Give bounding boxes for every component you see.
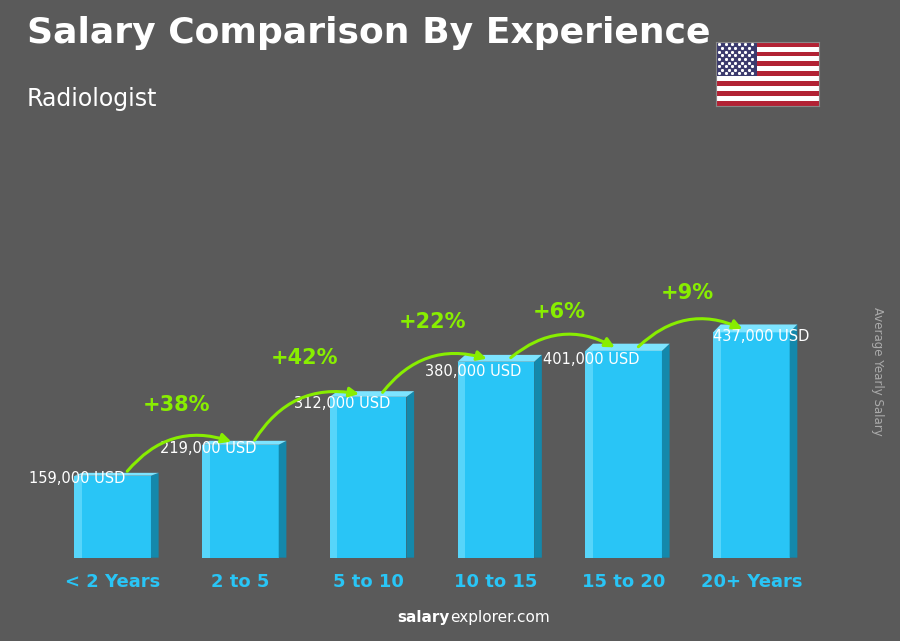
Text: +22%: +22% [399,312,466,333]
Bar [716,66,819,71]
Bar [716,42,757,76]
Text: +6%: +6% [533,302,586,322]
Polygon shape [585,351,593,558]
Text: Salary Comparison By Experience: Salary Comparison By Experience [27,16,710,50]
Polygon shape [75,473,158,476]
Bar [716,42,819,47]
Polygon shape [279,441,286,558]
Text: salary: salary [398,610,450,625]
Polygon shape [151,473,158,558]
FancyArrowPatch shape [255,388,356,440]
FancyArrowPatch shape [127,435,228,471]
Text: +38%: +38% [143,395,211,415]
Bar [716,101,819,106]
Polygon shape [789,324,797,558]
Polygon shape [585,351,662,558]
Polygon shape [713,332,721,558]
Text: 219,000 USD: 219,000 USD [160,441,256,456]
Text: 380,000 USD: 380,000 USD [425,364,521,379]
Text: explorer.com: explorer.com [450,610,550,625]
Bar [716,76,819,81]
Text: 401,000 USD: 401,000 USD [544,353,640,367]
Text: Radiologist: Radiologist [27,87,158,110]
Text: 10 to 15: 10 to 15 [454,574,537,592]
Bar [716,81,819,86]
Polygon shape [585,344,670,351]
Bar [716,62,819,66]
Bar [716,51,819,56]
Text: 5 to 10: 5 to 10 [333,574,403,592]
Text: 2 to 5: 2 to 5 [212,574,270,592]
Bar [716,86,819,91]
Polygon shape [407,391,414,558]
Text: +9%: +9% [661,283,714,303]
FancyArrowPatch shape [382,352,483,392]
Polygon shape [202,445,210,558]
Text: 437,000 USD: 437,000 USD [714,329,810,344]
Polygon shape [202,445,279,558]
Polygon shape [457,362,465,558]
Bar [716,71,819,76]
Bar [716,47,819,51]
Polygon shape [457,355,542,362]
Polygon shape [713,332,789,558]
Text: < 2 Years: < 2 Years [65,574,160,592]
Polygon shape [662,344,670,558]
Polygon shape [329,397,338,558]
Polygon shape [329,391,414,397]
Text: Average Yearly Salary: Average Yearly Salary [871,308,884,436]
Polygon shape [713,324,797,332]
Text: 15 to 20: 15 to 20 [582,574,665,592]
Bar [716,96,819,101]
Polygon shape [202,441,286,445]
FancyArrowPatch shape [511,334,612,358]
Bar [716,56,819,62]
Bar [716,91,819,96]
Text: 312,000 USD: 312,000 USD [294,396,391,412]
Text: 20+ Years: 20+ Years [700,574,802,592]
Text: +42%: +42% [271,347,338,367]
Polygon shape [75,476,82,558]
Text: 159,000 USD: 159,000 USD [29,470,125,485]
FancyArrowPatch shape [638,319,739,347]
Polygon shape [75,476,151,558]
Polygon shape [329,397,407,558]
Polygon shape [457,362,535,558]
Polygon shape [535,355,542,558]
